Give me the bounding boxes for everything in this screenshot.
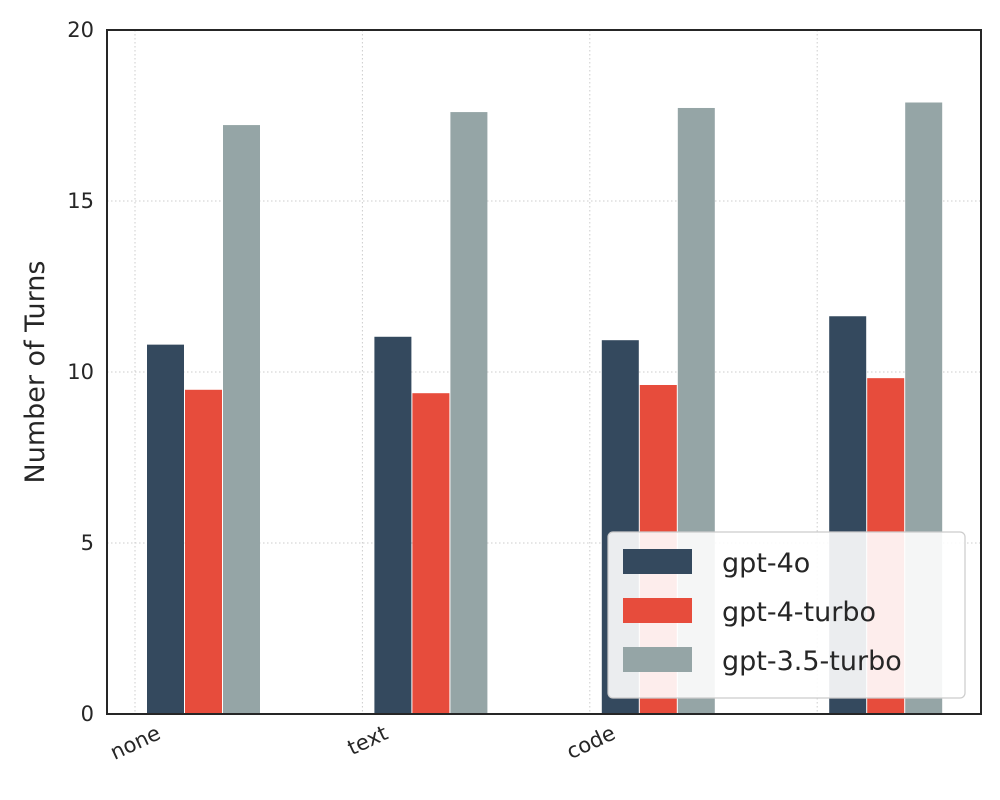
bar-gpt-4o-0	[147, 344, 184, 714]
bar-gpt-4o-1	[374, 336, 412, 714]
bar-gpt-3.5-turbo-1	[450, 112, 488, 714]
y-tick-label-2: 10	[67, 360, 94, 384]
x-tick-label-2: code	[563, 721, 619, 764]
legend-swatch-gpt-4-turbo	[623, 598, 692, 623]
plot-frame	[106, 29, 982, 715]
y-tick-label-0: 0	[81, 702, 94, 726]
bar-gpt-4-turbo-1	[412, 393, 450, 714]
y-tick-labels: 0 5 10 15 20	[67, 18, 94, 726]
bar-gpt-4-turbo-0	[185, 389, 222, 714]
x-tick-labels: none text code	[106, 721, 618, 765]
bar-gpt-3.5-turbo-0	[223, 125, 260, 715]
y-tick-label-3: 15	[67, 189, 94, 213]
legend-label-gpt-3.5-turbo: gpt-3.5-turbo	[722, 646, 902, 677]
y-tick-label-4: 20	[67, 18, 94, 42]
legend-swatch-gpt-3.5-turbo	[623, 647, 692, 672]
x-tick-label-0: none	[106, 721, 164, 765]
y-tick-label-1: 5	[81, 531, 94, 555]
legend-label-gpt-4-turbo: gpt-4-turbo	[722, 597, 876, 628]
legend: gpt-4o gpt-4-turbo gpt-3.5-turbo	[607, 531, 966, 699]
legend-swatch-gpt-4o	[623, 549, 692, 574]
x-tick-label-1: text	[344, 721, 392, 760]
y-axis-label: Number of Turns	[20, 261, 51, 484]
legend-label-gpt-4o: gpt-4o	[722, 548, 810, 579]
legend-box	[607, 531, 966, 699]
